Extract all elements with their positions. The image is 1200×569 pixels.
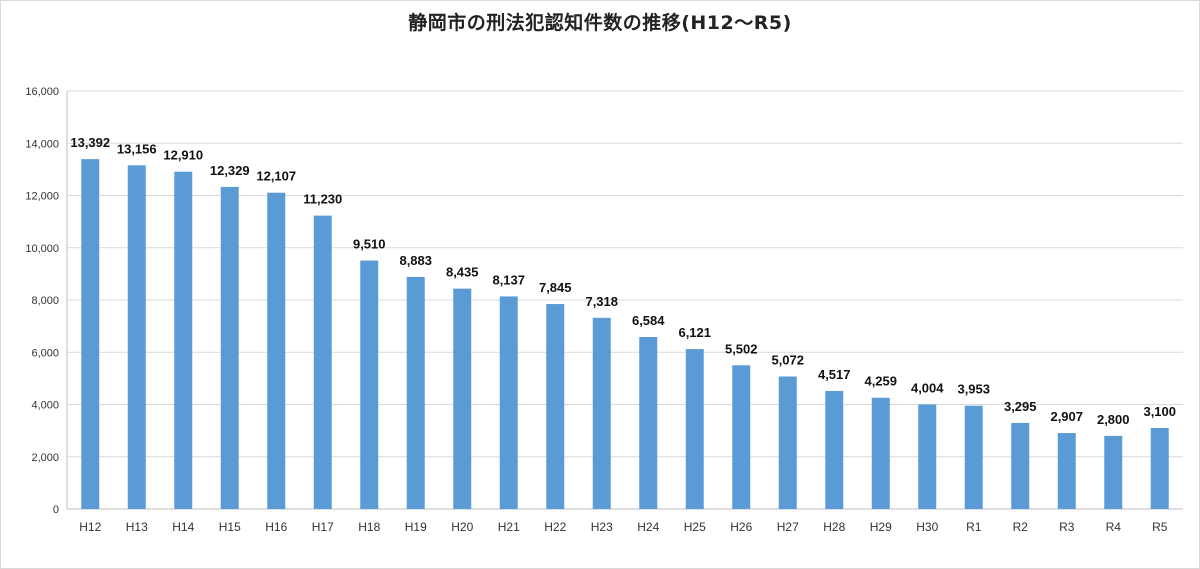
- bar: [871, 397, 890, 509]
- bar: [1011, 422, 1030, 509]
- x-tick-label: R4: [1106, 520, 1122, 534]
- data-label: 2,907: [1050, 409, 1083, 424]
- bar: [918, 404, 937, 509]
- y-tick-label: 4,000: [31, 400, 59, 412]
- x-tick-label: H26: [730, 520, 752, 534]
- data-label: 13,392: [70, 135, 110, 150]
- bar: [406, 276, 425, 509]
- x-tick-label: H27: [777, 520, 799, 534]
- data-label: 4,259: [864, 374, 897, 389]
- y-tick-label: 16,000: [25, 86, 59, 98]
- x-tick-label: H14: [172, 520, 194, 534]
- x-tick-label: H22: [544, 520, 566, 534]
- x-tick-label: H15: [219, 520, 241, 534]
- data-label: 3,100: [1143, 404, 1176, 419]
- x-tick-label: H20: [451, 520, 473, 534]
- x-tick-label: H13: [126, 520, 148, 534]
- bar: [732, 365, 751, 509]
- y-tick-label: 0: [53, 504, 59, 516]
- bar: [685, 349, 704, 509]
- bar: [81, 159, 100, 509]
- x-tick-label: H28: [823, 520, 845, 534]
- y-tick-label: 12,000: [25, 191, 59, 203]
- data-label: 3,953: [957, 382, 990, 397]
- x-tick-label: H17: [312, 520, 334, 534]
- data-label: 6,584: [632, 313, 665, 328]
- x-tick-label: R3: [1059, 520, 1075, 534]
- x-tick-label: H30: [916, 520, 938, 534]
- data-label: 7,845: [539, 280, 572, 295]
- y-tick-label: 6,000: [31, 347, 59, 359]
- y-tick-label: 14,000: [25, 138, 59, 150]
- bar: [174, 171, 193, 509]
- data-label: 12,107: [256, 169, 296, 184]
- data-label: 4,517: [818, 367, 851, 382]
- bar: [639, 336, 658, 509]
- data-label: 13,156: [117, 141, 157, 156]
- bar: [825, 390, 844, 509]
- data-label: 12,910: [163, 148, 203, 163]
- x-tick-label: H12: [79, 520, 101, 534]
- chart-title: 静岡市の刑法犯認知件数の推移(H12〜R5): [408, 12, 792, 34]
- bar: [964, 405, 983, 509]
- x-tick-label: H16: [265, 520, 287, 534]
- data-label: 8,435: [446, 265, 479, 280]
- bar: [1104, 435, 1123, 509]
- data-label: 8,137: [492, 272, 525, 287]
- x-tick-label: R1: [966, 520, 982, 534]
- data-label: 9,510: [353, 237, 386, 252]
- bar: [499, 296, 518, 509]
- x-tick-label: H25: [684, 520, 706, 534]
- data-label: 5,502: [725, 341, 758, 356]
- bar: [360, 260, 379, 509]
- bar: [592, 317, 611, 509]
- bar: [127, 165, 146, 509]
- data-label: 2,800: [1097, 412, 1130, 427]
- data-label: 3,295: [1004, 399, 1037, 414]
- x-tick-label: H18: [358, 520, 380, 534]
- data-label: 6,121: [678, 325, 711, 340]
- bar: [546, 304, 565, 509]
- bar: [1150, 428, 1169, 509]
- y-tick-label: 2,000: [31, 452, 59, 464]
- bar: [267, 192, 286, 509]
- x-tick-label: H23: [591, 520, 613, 534]
- bar: [1057, 433, 1076, 509]
- bar: [220, 186, 239, 509]
- data-label: 8,883: [399, 253, 432, 268]
- data-label: 7,318: [585, 294, 618, 309]
- bar: [778, 376, 797, 509]
- data-label: 4,004: [911, 380, 944, 395]
- x-tick-label: H24: [637, 520, 659, 534]
- x-tick-label: R5: [1152, 520, 1168, 534]
- y-tick-label: 10,000: [25, 243, 59, 255]
- bar: [453, 288, 472, 509]
- x-tick-label: H19: [405, 520, 427, 534]
- bar: [313, 215, 332, 509]
- data-label: 11,230: [303, 192, 342, 207]
- x-tick-label: H21: [498, 520, 520, 534]
- data-label: 5,072: [771, 352, 804, 367]
- x-tick-label: H29: [870, 520, 892, 534]
- data-label: 12,329: [210, 163, 250, 178]
- y-tick-label: 8,000: [31, 295, 59, 307]
- x-tick-label: R2: [1013, 520, 1029, 534]
